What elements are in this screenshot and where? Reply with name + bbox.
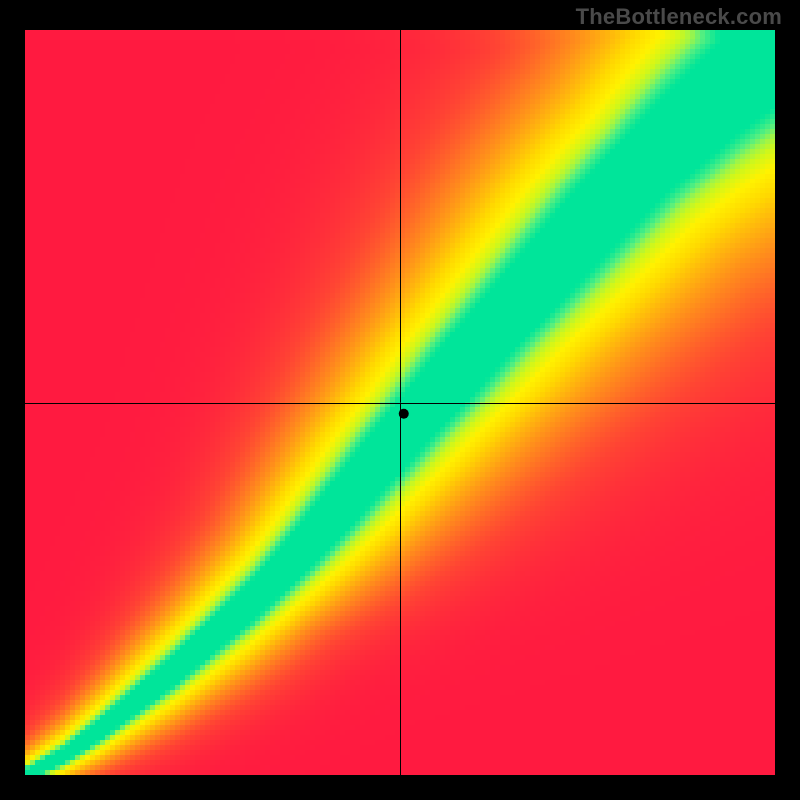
bottleneck-heatmap [0, 0, 800, 800]
watermark-text: TheBottleneck.com [576, 4, 782, 30]
chart-container: TheBottleneck.com [0, 0, 800, 800]
